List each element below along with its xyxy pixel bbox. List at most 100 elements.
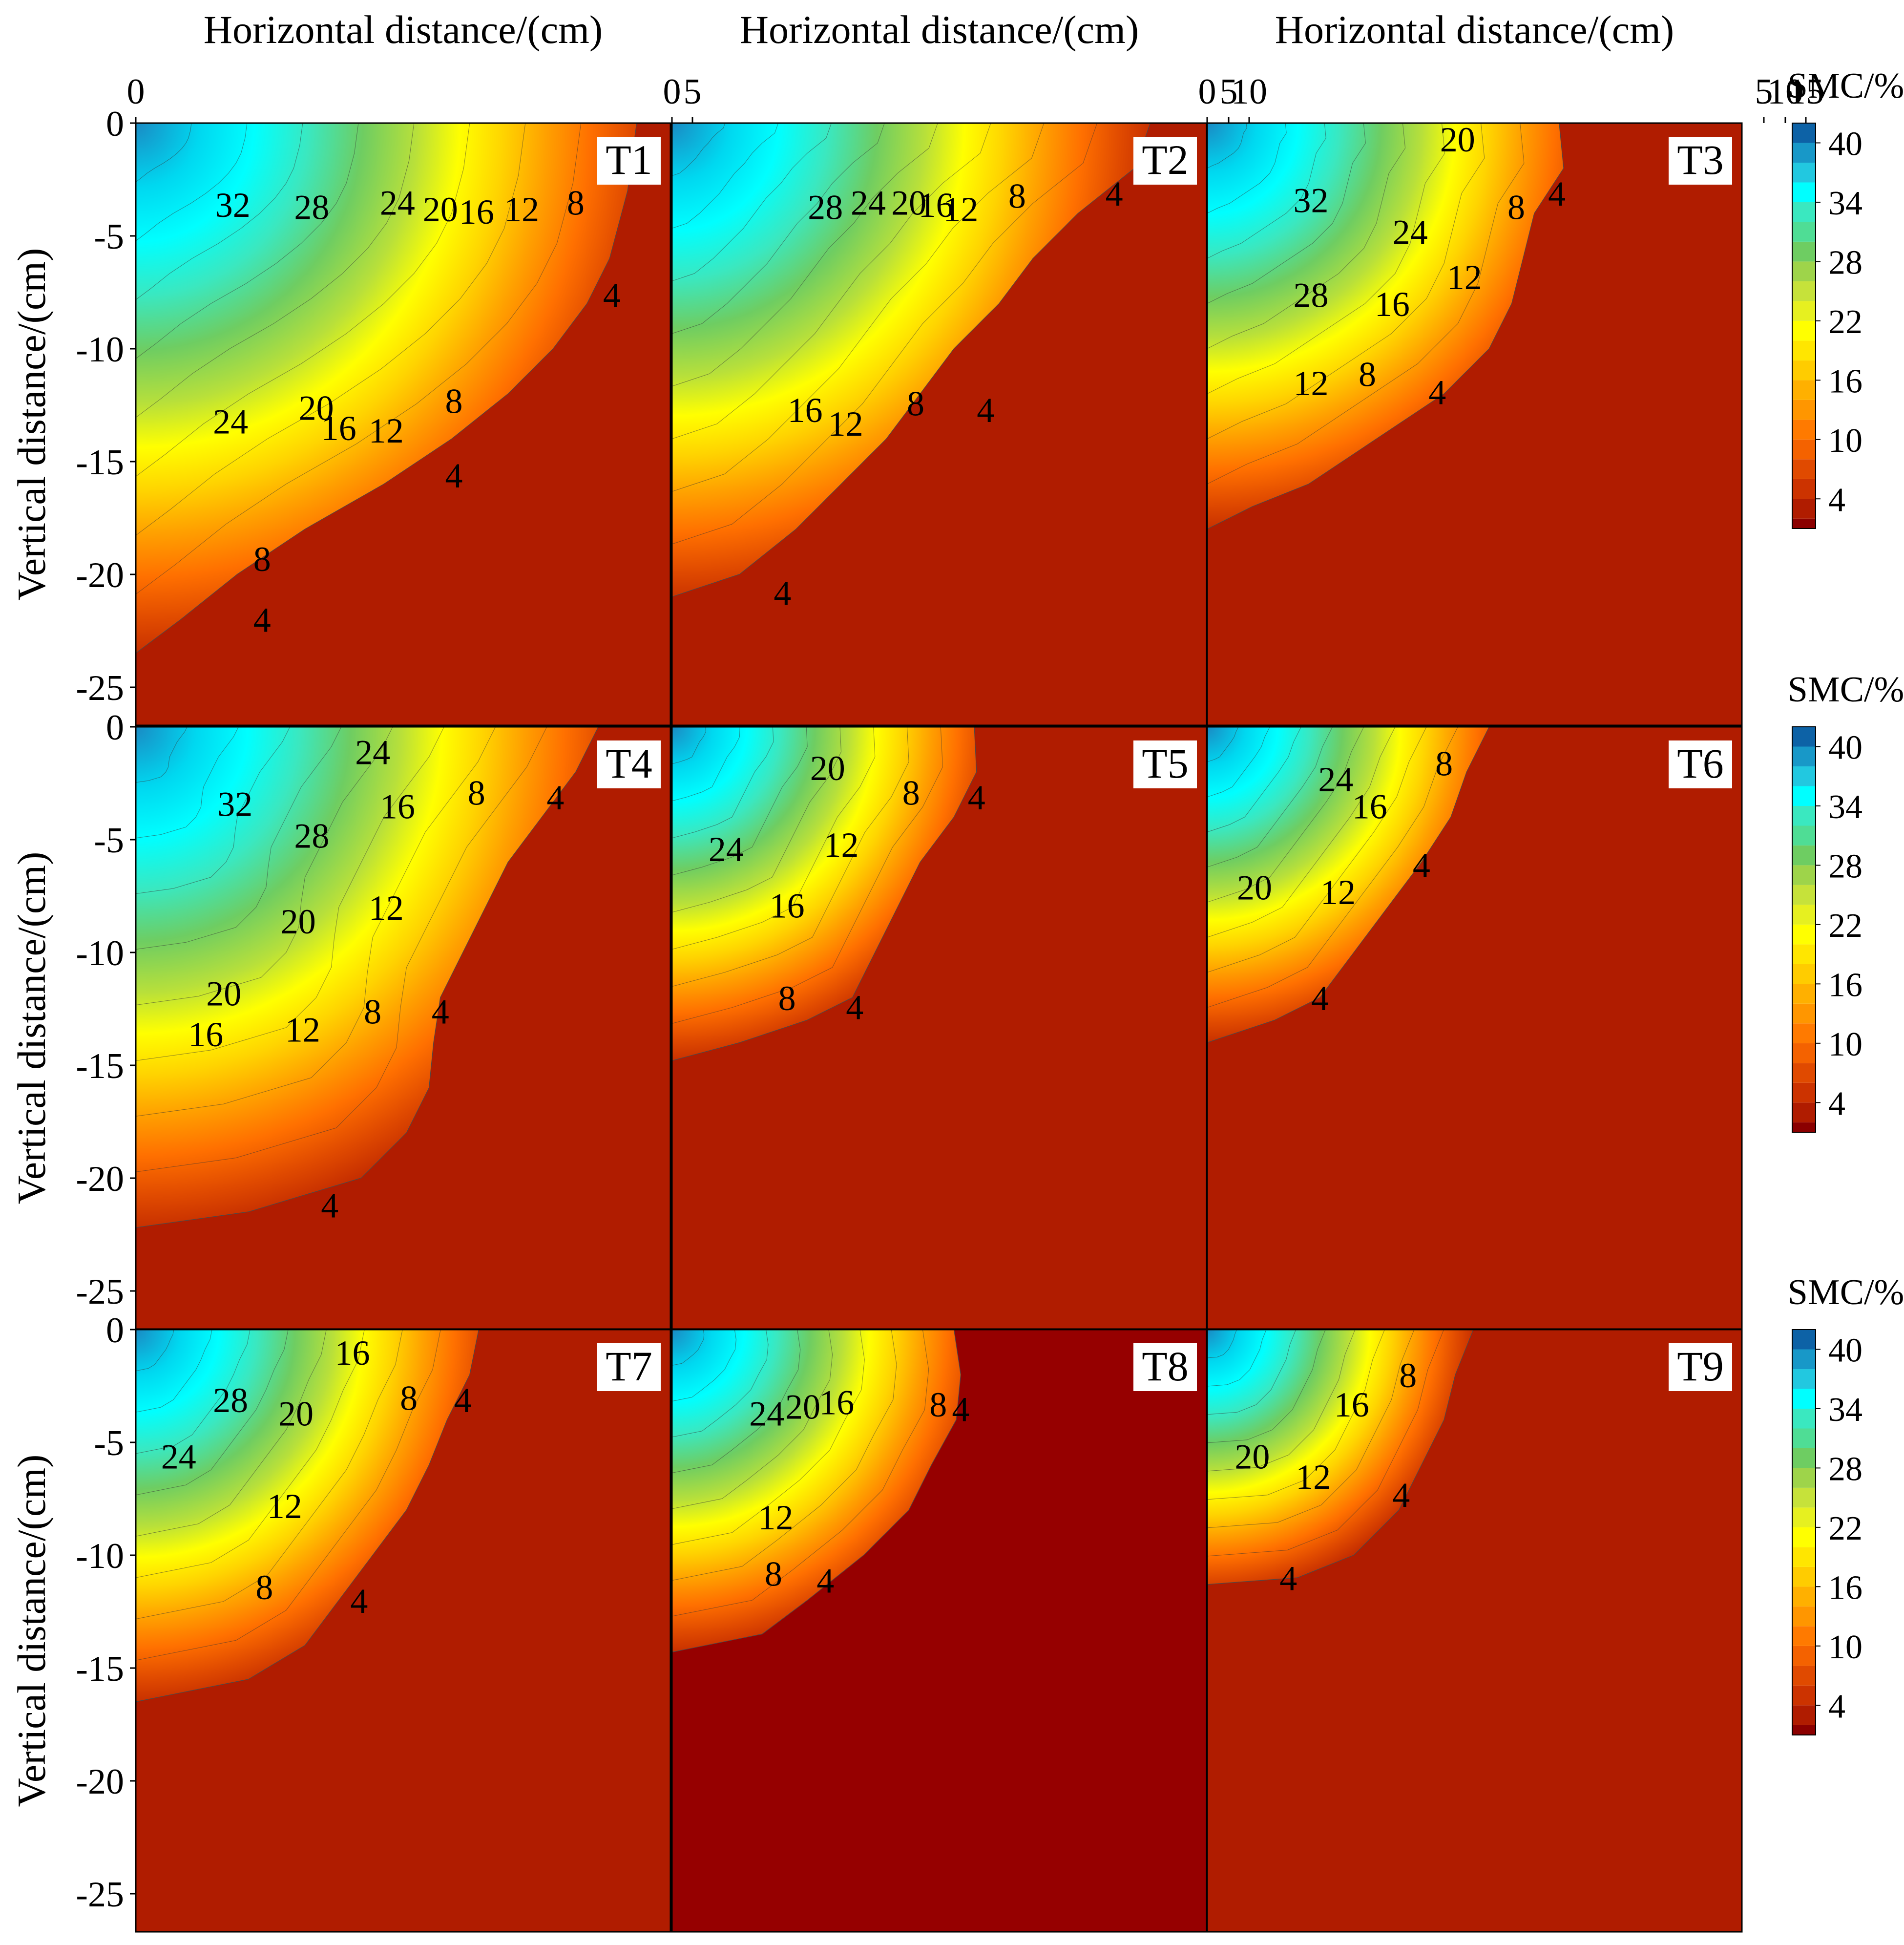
contour-line [671,726,909,987]
x-tick-label: 10 [1231,72,1267,112]
x-tick-label: 15 [1788,72,1824,112]
contour-line [1207,123,1326,259]
y-tick-label: 0 [106,708,124,748]
contour-label: 12 [943,190,978,229]
colorbar-swatch [1792,865,1816,885]
contour-label: 12 [828,404,863,444]
contour-label: 32 [215,186,251,225]
colorbar-swatch [1792,766,1816,786]
colorbar-swatch [1792,320,1816,341]
panel-label: T4 [597,740,661,788]
contour-label: 4 [977,391,994,430]
panel-label: T3 [1669,136,1732,185]
y-tick-label: -25 [76,668,124,708]
colorbar-swatch [1792,1685,1816,1706]
colorbar-swatch [1792,1063,1816,1083]
contour-label: 8 [445,382,463,421]
panel-t9: 8 16 20 12 4 4 T9 [1206,1329,1743,1933]
contour-label: 20 [299,389,334,428]
contour-line [135,726,188,783]
svg-text:T8: T8 [1142,1343,1189,1390]
contour-label: 8 [778,979,796,1018]
contour-label: 24 [213,402,248,441]
contour-line [1207,1329,1297,1415]
contour-line [1207,1329,1444,1557]
contour-line [1207,1329,1415,1528]
colorbar-swatch [1792,1409,1816,1429]
colorbar-swatch [1792,1606,1816,1627]
contour-line [671,123,991,439]
panel-label: T7 [597,1343,661,1391]
contour-label: 20 [1237,868,1272,908]
contour-label: 16 [1375,285,1410,324]
colorbar-tick-label: 10 [1828,1628,1862,1666]
svg-text:T5: T5 [1142,740,1189,787]
colorbar-tick-label: 34 [1828,185,1862,222]
contour-line [671,123,726,176]
contour-line [671,123,1045,492]
contour-label: 32 [1294,181,1329,220]
colorbar-swatch [1792,340,1816,360]
contour-label: 16 [1334,1385,1369,1424]
contour-label: 4 [1413,846,1430,885]
x-tick-label: 0 [127,72,145,112]
y-tick-label: -25 [76,1272,124,1312]
contour-label: 4 [952,1390,969,1429]
colorbar: SMC/% 40 34 28 22 16 10 4 [1788,1272,1904,1735]
colorbar-swatch [1792,420,1816,440]
contour-label: 8 [1359,355,1376,394]
contour-line [1207,1329,1356,1472]
contour-line [135,123,192,183]
colorbar-swatch [1792,281,1816,301]
contour-label: 4 [546,778,564,817]
wetted-zone [1207,1329,1474,1585]
wetted-zone [671,726,977,1061]
contour-line [135,726,444,1061]
contour-label: 4 [350,1582,368,1621]
contour-label: 20 [785,1388,820,1427]
contour-label: 12 [758,1498,794,1537]
panel-label: T9 [1669,1343,1732,1391]
contour-label: 8 [765,1555,782,1594]
wetted-zone [135,123,637,654]
colorbar: SMC/% 40 34 28 22 16 10 4 [1788,66,1904,529]
contour-line [1207,1329,1385,1500]
x-tick-label: 0 [1198,72,1216,112]
contour-line [671,1329,865,1545]
x-tick-label: 5 [1220,72,1238,112]
contour-label: 20 [423,190,458,229]
contour-label: 20 [1234,1437,1270,1476]
contour-line [135,1329,212,1413]
contour-line [671,123,1098,545]
colorbar-swatch [1792,1023,1816,1043]
contour-label: 4 [253,601,271,640]
contour-line [671,1329,769,1438]
colorbar-swatch [1792,924,1816,945]
contour-line [135,1329,174,1372]
colorbar-swatch [1792,1102,1816,1122]
y-tick-label: -10 [76,330,124,370]
contour-label: 8 [1008,177,1026,216]
contour-label: 8 [1399,1356,1417,1395]
y-tick-label: -20 [76,1762,124,1802]
y-axis-title: Vertical distance/(cm) [9,248,54,601]
x-axis-title: Horizontal distance/(cm) [1275,7,1674,52]
colorbar-swatch [1792,1122,1816,1132]
colorbar-swatch [1792,163,1816,183]
contour-label: 12 [369,888,404,928]
colorbar-swatch [1792,727,1816,747]
panel-frame [135,1329,671,1933]
contour-line [671,123,832,281]
colorbar-swatch [1792,964,1816,984]
colorbar-tick-label: 40 [1828,1332,1862,1369]
colorbar-swatch [1792,123,1816,143]
y-tick-label: -25 [76,1875,124,1915]
contour-line [1207,726,1270,798]
contour-label: 8 [907,384,924,423]
svg-text:T6: T6 [1677,740,1724,787]
colorbar-swatch [1792,1725,1816,1735]
contour-line [135,123,415,418]
contour-line [671,1329,705,1366]
